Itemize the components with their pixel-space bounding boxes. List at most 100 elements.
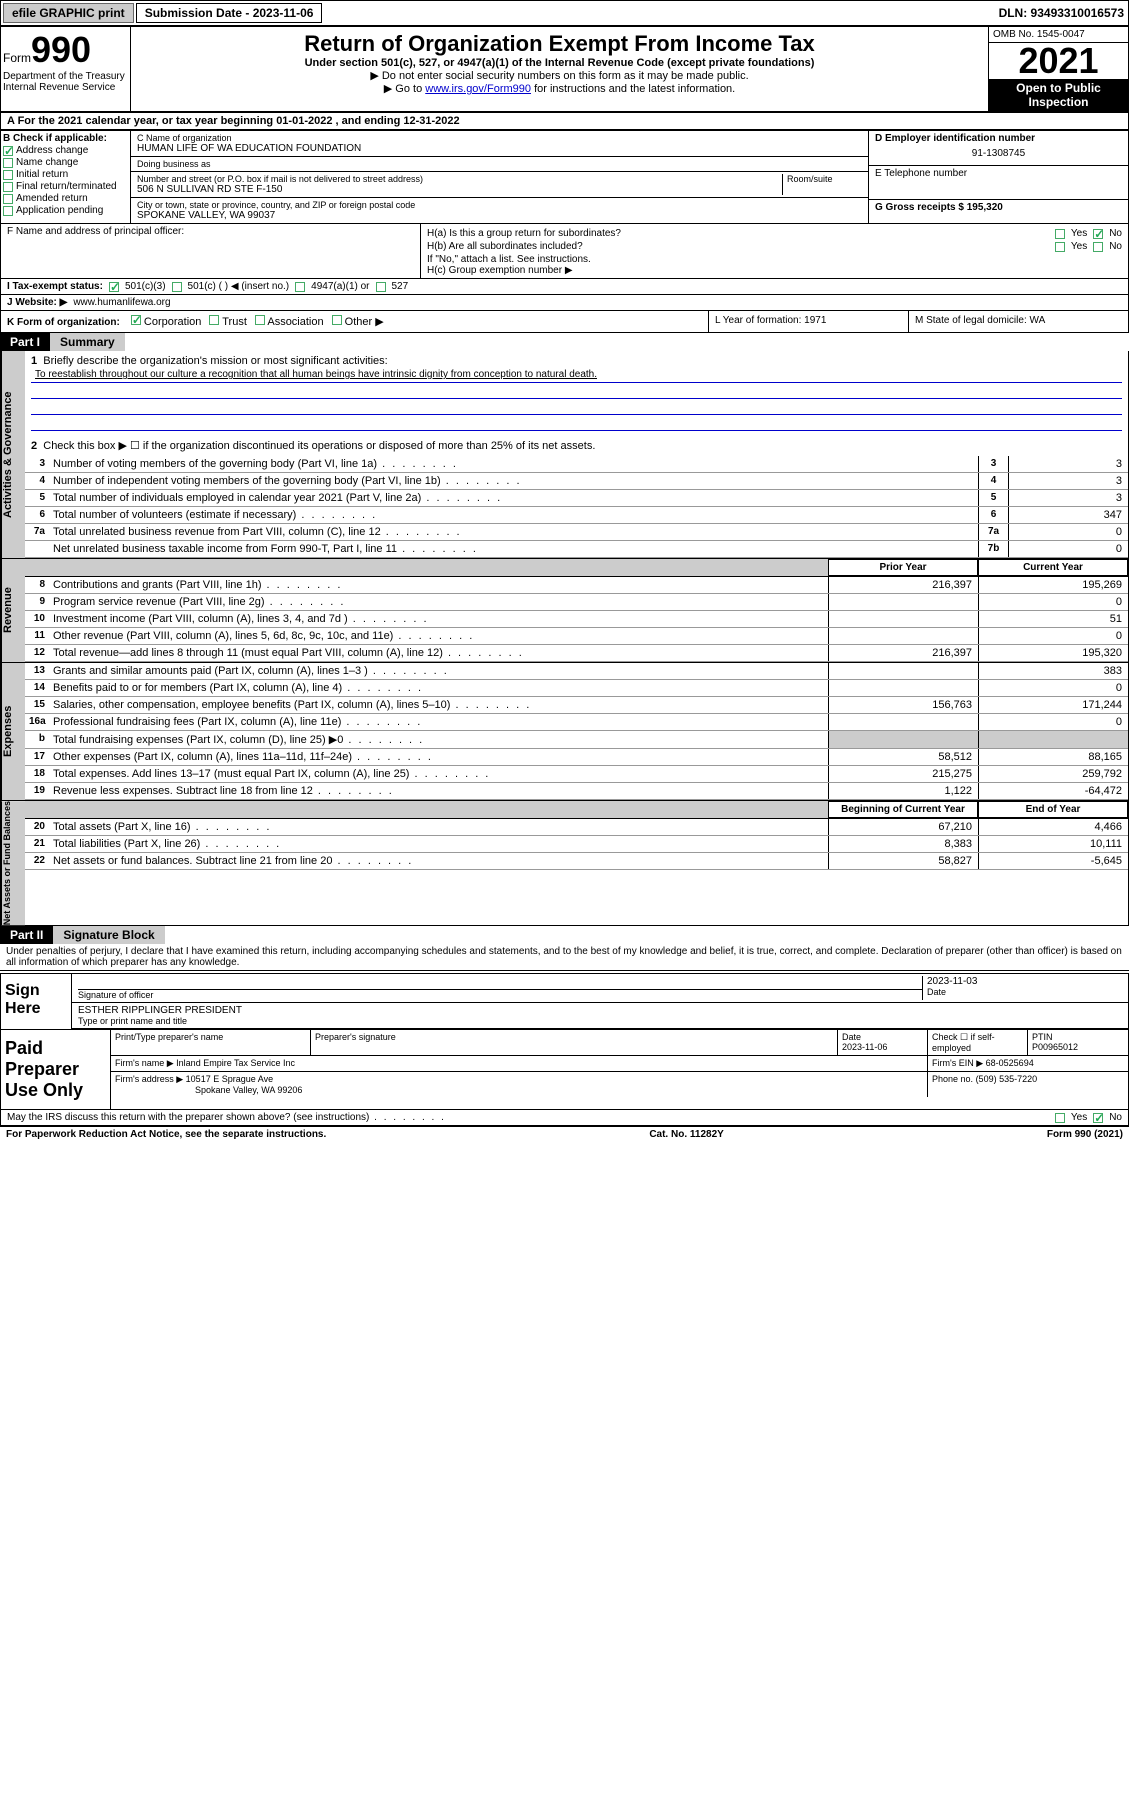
footer: For Paperwork Reduction Act Notice, see …: [0, 1126, 1129, 1142]
section-klm: K Form of organization: Corporation Trus…: [0, 311, 1129, 333]
form-word: Form: [3, 51, 31, 65]
line-15: 15Salaries, other compensation, employee…: [25, 697, 1128, 714]
part1-header: Part I: [0, 333, 50, 351]
prep-date: 2023-11-06: [842, 1042, 923, 1052]
k-opt-3[interactable]: [332, 315, 342, 325]
checkbox-final-return-terminated[interactable]: Final return/terminated: [3, 181, 128, 192]
form-subtitle: Under section 501(c), 527, or 4947(a)(1)…: [135, 57, 984, 69]
discuss-yes-checkbox[interactable]: [1055, 1113, 1065, 1123]
line-4: 4Number of independent voting members of…: [25, 473, 1128, 490]
line-17: 17Other expenses (Part IX, column (A), l…: [25, 749, 1128, 766]
side-revenue: Revenue: [1, 559, 25, 662]
527-checkbox[interactable]: [376, 282, 386, 292]
k-opt-2[interactable]: [255, 315, 265, 325]
line-13: 13Grants and similar amounts paid (Part …: [25, 663, 1128, 680]
discuss-no-checkbox[interactable]: [1093, 1113, 1103, 1123]
firm-addr1: 10517 E Sprague Ave: [186, 1074, 273, 1084]
firm-phone: (509) 535-7220: [976, 1074, 1038, 1084]
declaration: Under penalties of perjury, I declare th…: [0, 944, 1129, 971]
gross-receipts: G Gross receipts $ 195,320: [869, 200, 1128, 215]
ein-row: D Employer identification number 91-1308…: [869, 131, 1128, 166]
paperwork-notice: For Paperwork Reduction Act Notice, see …: [6, 1129, 326, 1140]
line-11: 11Other revenue (Part VIII, column (A), …: [25, 628, 1128, 645]
line-6: 6Total number of volunteers (estimate if…: [25, 507, 1128, 524]
officer-name: ESTHER RIPPLINGER PRESIDENT: [78, 1005, 1122, 1016]
irs-link[interactable]: www.irs.gov/Form990: [425, 83, 531, 95]
efile-print-button[interactable]: efile GRAPHIC print: [3, 3, 134, 23]
state-domicile: M State of legal domicile: WA: [908, 311, 1128, 332]
org-name: HUMAN LIFE OF WA EDUCATION FOUNDATION: [137, 143, 862, 154]
ha-no-checkbox[interactable]: [1093, 229, 1103, 239]
phone-row: E Telephone number: [869, 166, 1128, 200]
line-18: 18Total expenses. Add lines 13–17 (must …: [25, 766, 1128, 783]
line-12: 12Total revenue—add lines 8 through 11 (…: [25, 645, 1128, 662]
dept-treasury: Department of the Treasury: [3, 71, 128, 82]
line-21: 21Total liabilities (Part X, line 26)8,3…: [25, 836, 1128, 853]
4947-checkbox[interactable]: [295, 282, 305, 292]
section-j: J Website: ▶ www.humanlifewa.org: [0, 295, 1129, 311]
501c3-checkbox[interactable]: [109, 282, 119, 292]
topbar: efile GRAPHIC print Submission Date - 20…: [0, 0, 1129, 26]
side-netassets: Net Assets or Fund Balances: [1, 801, 25, 925]
prep-name-label: Print/Type preparer's name: [111, 1030, 311, 1055]
part1-title: Summary: [50, 333, 125, 351]
line-8: 8Contributions and grants (Part VIII, li…: [25, 577, 1128, 594]
firm-ein: 68-0525694: [986, 1058, 1034, 1068]
ein: 91-1308745: [875, 144, 1122, 163]
prep-sig-label: Preparer's signature: [311, 1030, 838, 1055]
k-opt-0[interactable]: [131, 315, 141, 325]
principal-officer: F Name and address of principal officer:: [1, 224, 421, 278]
line-20: 20Total assets (Part X, line 16)67,2104,…: [25, 819, 1128, 836]
section-b-label: B Check if applicable:: [3, 133, 128, 144]
line-22: 22Net assets or fund balances. Subtract …: [25, 853, 1128, 870]
sig-date: 2023-11-03: [927, 976, 1122, 987]
k-opt-1[interactable]: [209, 315, 219, 325]
room-suite: Room/suite: [782, 174, 862, 195]
dba-row: Doing business as: [131, 157, 868, 172]
checkbox-address-change[interactable]: Address change: [3, 145, 128, 156]
line-3: 3Number of voting members of the governi…: [25, 456, 1128, 473]
line-9: 9Program service revenue (Part VIII, lin…: [25, 594, 1128, 611]
hb-no-checkbox[interactable]: [1093, 242, 1103, 252]
line-10: 10Investment income (Part VIII, column (…: [25, 611, 1128, 628]
line-19: 19Revenue less expenses. Subtract line 1…: [25, 783, 1128, 800]
end-year-header: End of Year: [978, 801, 1128, 818]
checkbox-initial-return[interactable]: Initial return: [3, 169, 128, 180]
discuss-row: May the IRS discuss this return with the…: [0, 1110, 1129, 1126]
form-header: Form 990 Department of the Treasury Inte…: [0, 26, 1129, 112]
hb-label: H(b) Are all subordinates included?: [427, 241, 583, 252]
paid-preparer-label: Paid Preparer Use Only: [1, 1030, 111, 1109]
ha-yes-checkbox[interactable]: [1055, 229, 1065, 239]
hc-label: H(c) Group exemption number ▶: [427, 265, 1122, 276]
website: www.humanlifewa.org: [73, 297, 170, 308]
city-state-zip: SPOKANE VALLEY, WA 99037: [137, 210, 862, 221]
hb-note: If "No," attach a list. See instructions…: [427, 254, 1122, 265]
line-7b: Net unrelated business taxable income fr…: [25, 541, 1128, 558]
section-a: A For the 2021 calendar year, or tax yea…: [0, 112, 1129, 130]
current-year-header: Current Year: [978, 559, 1128, 576]
line-5: 5Total number of individuals employed in…: [25, 490, 1128, 507]
ha-label: H(a) Is this a group return for subordin…: [427, 228, 621, 239]
line-7a: 7aTotal unrelated business revenue from …: [25, 524, 1128, 541]
firm-addr2: Spokane Valley, WA 99206: [115, 1085, 923, 1095]
part2-title: Signature Block: [53, 926, 164, 944]
city-row: City or town, state or province, country…: [131, 198, 868, 223]
checkbox-name-change[interactable]: Name change: [3, 157, 128, 168]
checkbox-application-pending[interactable]: Application pending: [3, 205, 128, 216]
prior-year-header: Prior Year: [828, 559, 978, 576]
side-expenses: Expenses: [1, 663, 25, 800]
form-note-1: ▶ Do not enter social security numbers o…: [135, 69, 984, 82]
hb-yes-checkbox[interactable]: [1055, 242, 1065, 252]
line2: Check this box ▶ ☐ if the organization d…: [43, 440, 595, 452]
section-i: I Tax-exempt status: 501(c)(3) 501(c) ( …: [0, 279, 1129, 295]
self-employed-check[interactable]: Check ☐ if self-employed: [928, 1030, 1028, 1055]
street-address: 506 N SULLIVAN RD STE F-150: [137, 184, 782, 195]
part2-header: Part II: [0, 926, 53, 944]
mission-text: To reestablish throughout our culture a …: [31, 369, 1122, 383]
checkbox-amended-return[interactable]: Amended return: [3, 193, 128, 204]
year-formation: L Year of formation: 1971: [708, 311, 908, 332]
form-note-2: ▶ Go to www.irs.gov/Form990 for instruct…: [135, 82, 984, 95]
501c-checkbox[interactable]: [172, 282, 182, 292]
section-bcdefg: B Check if applicable: Address changeNam…: [0, 130, 1129, 224]
begin-year-header: Beginning of Current Year: [828, 801, 978, 818]
